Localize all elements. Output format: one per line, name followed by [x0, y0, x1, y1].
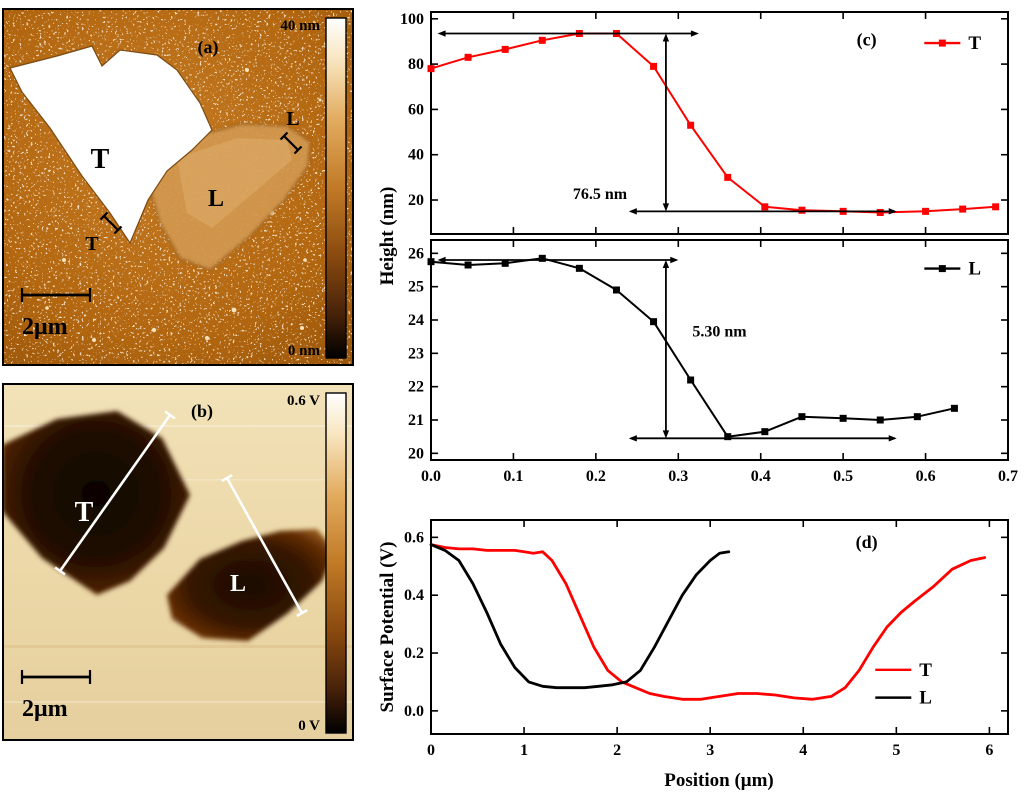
- profile-line-T: [54, 410, 176, 576]
- svg-text:0: 0: [427, 742, 435, 759]
- svg-text:0.2: 0.2: [586, 468, 606, 485]
- svg-text:0.4: 0.4: [751, 468, 771, 485]
- section-T-mark: [99, 211, 123, 235]
- colorbar-b: 0.6 V 0 V: [287, 392, 347, 734]
- height-profile-chart-L: 0.0 0.1 0.2 0.3 0.4 0.5 0.6 0.7 20 21 22 23 24 25 26 5.…: [408, 239, 1018, 485]
- svg-text:0.0: 0.0: [421, 468, 441, 485]
- colorbar-b-min-label: 0 V: [298, 718, 320, 734]
- height-profile-chart-T: 20 40 60 80 100 76.5 nm (c) T: [400, 11, 1009, 235]
- colorbar-a-max-label: 40 nm: [280, 18, 320, 34]
- svg-text:0.6: 0.6: [916, 468, 936, 485]
- svg-text:T: T: [968, 33, 981, 54]
- scale-bar-a-label: 2μm: [22, 314, 68, 340]
- section-L-label: L: [286, 108, 299, 130]
- colorbar-a: 40 nm 0 nm: [280, 17, 347, 359]
- svg-text:22: 22: [408, 379, 424, 396]
- profile-T-label: T: [75, 497, 94, 528]
- surface-potential-chart: 0 1 2 3 4 5 6 0.0 0.2 0.4 0.6 (d) TL: [404, 519, 1009, 759]
- flake-L-inner-terrace: [177, 138, 292, 228]
- svg-text:0.7: 0.7: [998, 468, 1018, 485]
- svg-text:20: 20: [408, 192, 424, 209]
- svg-text:24: 24: [408, 312, 424, 329]
- section-L-mark: [279, 131, 303, 155]
- flake-T-dark-region: [2, 411, 190, 595]
- afm-topography-svg: T L L T (a) 2μm 40 nm: [2, 8, 354, 366]
- svg-text:L: L: [968, 259, 981, 280]
- svg-text:0.4: 0.4: [404, 587, 424, 604]
- svg-text:25: 25: [408, 279, 424, 296]
- panel-b-kpfm-map: T L (b) 2μm 0.6 V 0 V: [2, 383, 354, 746]
- svg-text:76.5 nm: 76.5 nm: [573, 186, 628, 203]
- surface-potential-axis-label: Surface Potential (V): [377, 541, 398, 713]
- svg-text:T: T: [919, 660, 932, 681]
- svg-text:L: L: [919, 688, 932, 709]
- svg-text:0.3: 0.3: [668, 468, 688, 485]
- position-axis-label: Position (μm): [664, 770, 774, 791]
- svg-text:40: 40: [408, 147, 424, 164]
- svg-text:1: 1: [520, 742, 528, 759]
- flake-L-label: L: [208, 186, 224, 212]
- colorbar-b-max-label: 0.6 V: [287, 393, 320, 409]
- scale-bar-b: 2μm: [20, 670, 92, 722]
- svg-text:20: 20: [408, 445, 424, 462]
- panel-b-border: [2, 383, 354, 741]
- profile-L-label: L: [230, 571, 246, 597]
- svg-text:(c): (c): [857, 29, 877, 50]
- svg-text:21: 21: [408, 412, 424, 429]
- height-axis-label: Height (nm): [377, 186, 398, 286]
- panel-a-label: (a): [198, 37, 219, 58]
- panel-a-afm-topography: T L L T (a) 2μm 40 nm: [2, 8, 354, 371]
- svg-text:0.2: 0.2: [404, 645, 424, 662]
- panel-a-border: [2, 8, 354, 366]
- svg-text:5: 5: [892, 742, 900, 759]
- svg-text:4: 4: [799, 742, 807, 759]
- svg-text:0.0: 0.0: [404, 703, 424, 720]
- svg-text:0.1: 0.1: [503, 468, 523, 485]
- svg-text:100: 100: [400, 11, 424, 28]
- svg-text:2: 2: [613, 742, 621, 759]
- svg-text:6: 6: [985, 742, 993, 759]
- scale-bar-b-label: 2μm: [22, 696, 68, 722]
- flake-T-label: T: [91, 144, 110, 175]
- profile-line-L: [221, 473, 308, 618]
- svg-text:80: 80: [408, 56, 424, 73]
- scale-bar-a: 2μm: [20, 288, 92, 340]
- panel-b-label: (b): [191, 401, 213, 422]
- svg-text:26: 26: [408, 245, 424, 262]
- kpfm-svg: T L (b) 2μm 0.6 V 0 V: [2, 383, 354, 741]
- svg-text:(d): (d): [856, 532, 878, 553]
- svg-text:0.6: 0.6: [404, 529, 424, 546]
- svg-text:60: 60: [408, 101, 424, 118]
- flake-L-dark-region: [167, 529, 335, 641]
- svg-text:3: 3: [706, 742, 714, 759]
- svg-text:23: 23: [408, 345, 424, 362]
- colorbar-a-min-label: 0 nm: [288, 343, 321, 359]
- flake-T-region: [9, 45, 213, 245]
- svg-text:0.5: 0.5: [833, 468, 853, 485]
- section-T-label: T: [85, 233, 99, 255]
- speckle-dots: [45, 68, 322, 342]
- svg-text:5.30 nm: 5.30 nm: [692, 324, 747, 341]
